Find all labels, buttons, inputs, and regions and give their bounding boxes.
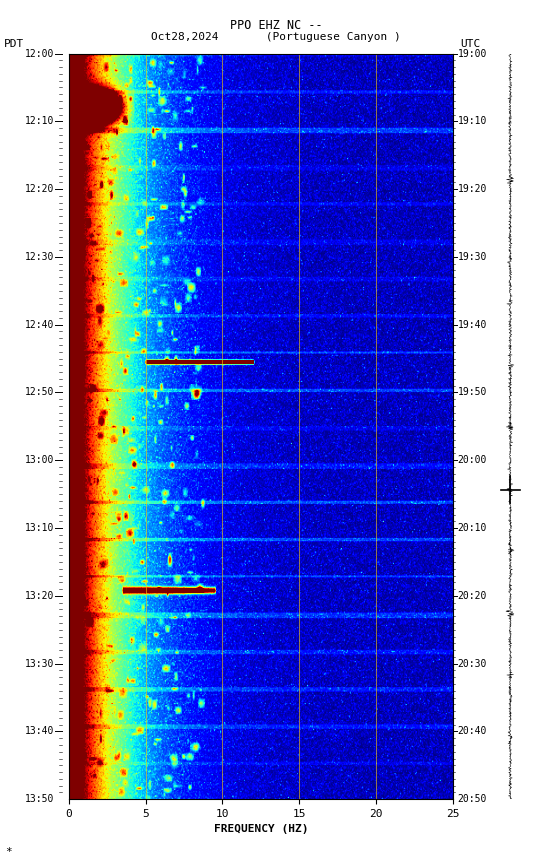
Text: PDT: PDT — [3, 39, 24, 49]
Text: 19:10: 19:10 — [458, 117, 487, 126]
Text: 13:40: 13:40 — [24, 727, 54, 736]
Text: 12:20: 12:20 — [24, 184, 54, 194]
X-axis label: FREQUENCY (HZ): FREQUENCY (HZ) — [214, 824, 308, 835]
Text: 20:30: 20:30 — [458, 658, 487, 669]
Text: 12:30: 12:30 — [24, 252, 54, 262]
Text: UTC: UTC — [460, 39, 481, 49]
Text: 20:40: 20:40 — [458, 727, 487, 736]
Text: PPO EHZ NC --: PPO EHZ NC -- — [230, 19, 322, 32]
Text: 13:20: 13:20 — [24, 591, 54, 600]
Text: 19:30: 19:30 — [458, 252, 487, 262]
Text: 13:00: 13:00 — [24, 455, 54, 466]
Text: *: * — [6, 847, 12, 857]
Text: 13:30: 13:30 — [24, 658, 54, 669]
Text: 13:10: 13:10 — [24, 523, 54, 533]
Text: 12:00: 12:00 — [24, 48, 54, 59]
Text: 20:50: 20:50 — [458, 794, 487, 804]
Text: 20:20: 20:20 — [458, 591, 487, 600]
Text: 12:10: 12:10 — [24, 117, 54, 126]
Text: 12:50: 12:50 — [24, 387, 54, 397]
Text: 20:00: 20:00 — [458, 455, 487, 466]
Text: 13:50: 13:50 — [24, 794, 54, 804]
Text: 19:20: 19:20 — [458, 184, 487, 194]
Text: 19:40: 19:40 — [458, 320, 487, 330]
Text: 20:10: 20:10 — [458, 523, 487, 533]
Text: 19:00: 19:00 — [458, 48, 487, 59]
Text: Oct28,2024       (Portuguese Canyon ): Oct28,2024 (Portuguese Canyon ) — [151, 32, 401, 42]
Text: 12:40: 12:40 — [24, 320, 54, 330]
Text: 19:50: 19:50 — [458, 387, 487, 397]
